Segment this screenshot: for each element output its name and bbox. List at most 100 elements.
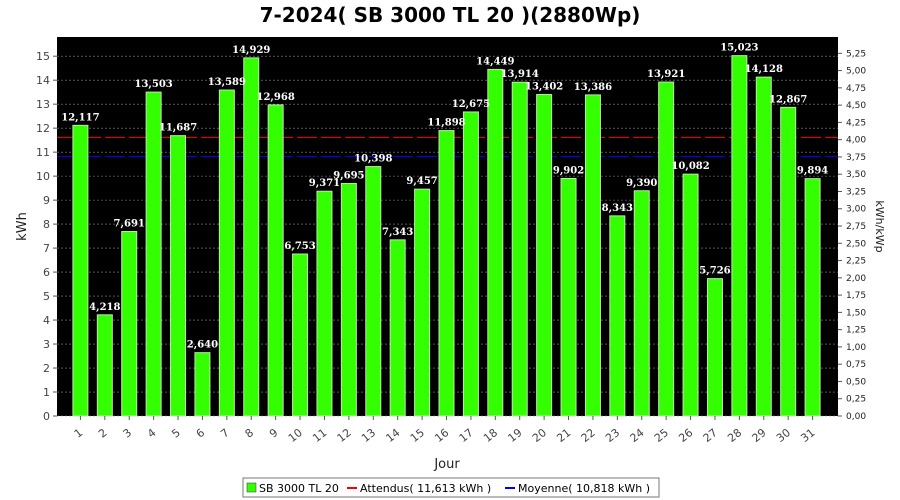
y2-tick-label: 5,25 <box>846 49 866 59</box>
y-tick-label: 14 <box>36 74 50 87</box>
x-tick-label: 29 <box>750 426 769 445</box>
data-label: 13,503 <box>134 79 172 90</box>
data-label: 9,457 <box>406 176 437 187</box>
data-label: 9,894 <box>797 166 828 177</box>
y2-tick-label: 5,00 <box>846 67 866 77</box>
y2-tick-label: 2,75 <box>846 222 866 232</box>
x-tick-label: 10 <box>286 426 305 445</box>
bar <box>780 106 797 417</box>
legend-series: SB 3000 TL 20 <box>259 482 339 495</box>
bar <box>706 278 723 417</box>
y2-tick-label: 4,50 <box>846 101 866 111</box>
x-tick-label: 22 <box>579 426 598 445</box>
data-label: 8,343 <box>602 203 633 214</box>
y-tick-label: 9 <box>43 194 50 207</box>
x-tick-label: 19 <box>506 426 525 445</box>
y2-tick-label: 2,50 <box>846 239 866 249</box>
bar <box>462 111 479 417</box>
bar <box>218 89 235 417</box>
x-axis-label: Jour <box>433 457 460 472</box>
legend: SB 3000 TL 20 Attendus( 11,613 kWh ) Moy… <box>242 477 660 498</box>
bar <box>609 215 626 417</box>
x-tick-label: 21 <box>554 426 573 445</box>
x-tick-label: 14 <box>383 426 402 445</box>
x-tick-label: 28 <box>725 426 744 445</box>
bar <box>804 178 821 417</box>
data-label: 15,023 <box>720 43 758 54</box>
x-tick-label: 11 <box>310 426 329 445</box>
y2-tick-label: 1,75 <box>846 291 866 301</box>
y2-tick-label: 2,25 <box>846 257 866 267</box>
bar <box>511 81 528 417</box>
x-tick-label: 25 <box>652 426 671 445</box>
y2-tick-label: 2,00 <box>846 274 866 284</box>
y-tick-label: 2 <box>43 362 50 375</box>
bars <box>72 55 821 417</box>
y2-tick-label: 0,50 <box>846 377 866 387</box>
x-tick-label: 5 <box>169 426 183 441</box>
x-tick-label: 2 <box>96 426 110 441</box>
legend-expected: Attendus( 11,613 kWh ) <box>360 482 491 495</box>
y-tick-label: 8 <box>43 218 50 231</box>
data-label: 12,867 <box>769 94 807 105</box>
data-label: 14,128 <box>745 64 783 75</box>
y-tick-label: 6 <box>43 266 50 279</box>
data-label: 2,640 <box>187 340 218 351</box>
y2-tick-label: 4,75 <box>846 84 866 94</box>
y-tick-label: 15 <box>36 50 50 63</box>
data-label: 11,687 <box>159 123 197 134</box>
bar <box>414 188 431 417</box>
x-tick-label: 1 <box>72 426 86 441</box>
y-tick-label: 5 <box>43 290 50 303</box>
y2-axis-ticks: 0,00 0,25 0,50 0,75 1,00 1,25 1,50 1,75 2,00 2,25… <box>838 49 866 422</box>
bar <box>365 166 382 417</box>
x-tick-label: 9 <box>267 426 281 441</box>
y2-tick-label: 3,50 <box>846 170 866 180</box>
data-label: 9,695 <box>333 170 364 181</box>
x-tick-label: 15 <box>408 426 427 445</box>
bar <box>340 182 357 417</box>
y-tick-label: 7 <box>43 242 50 255</box>
y2-tick-label: 1,25 <box>846 326 866 336</box>
y2-tick-label: 3,25 <box>846 187 866 197</box>
bar <box>145 91 162 417</box>
x-tick-label: 26 <box>676 426 695 445</box>
data-label: 14,929 <box>232 45 270 56</box>
bar <box>731 55 748 417</box>
bar <box>389 239 406 417</box>
y2-tick-label: 1,00 <box>846 343 866 353</box>
bar <box>658 81 675 417</box>
x-tick-label: 8 <box>243 426 257 441</box>
y2-tick-label: 0,25 <box>846 395 866 405</box>
x-tick-label: 7 <box>218 426 232 441</box>
y-tick-label: 4 <box>43 314 50 327</box>
y-tick-label: 11 <box>36 146 50 159</box>
legend-average: Moyenne( 10,818 kWh ) <box>518 482 650 495</box>
y2-tick-label: 0,75 <box>846 360 866 370</box>
data-label: 6,753 <box>284 241 315 252</box>
y2-axis-label: kWh/kWp <box>873 200 886 252</box>
bar <box>267 104 284 417</box>
x-tick-label: 31 <box>798 426 817 445</box>
data-label: 4,218 <box>89 302 120 313</box>
bar <box>243 57 260 417</box>
y-tick-label: 10 <box>36 170 50 183</box>
x-axis-ticks: 1 2 3 4 5 6 7 8 9 10 11 12 13 14 15 16 17 18 19 20 21 22 23 24 2… <box>72 416 817 445</box>
bar <box>316 190 333 417</box>
data-label: 9,390 <box>626 178 657 189</box>
y-tick-label: 13 <box>36 98 50 111</box>
y2-tick-label: 4,00 <box>846 136 866 146</box>
data-label: 13,589 <box>208 77 246 88</box>
x-tick-label: 13 <box>359 426 378 445</box>
data-label: 7,343 <box>382 227 413 238</box>
bar <box>96 314 113 417</box>
bar <box>438 130 455 417</box>
data-labels: 12,117 4,218 7,691 13,503 11,687 2,640 13,589 1… <box>61 43 828 351</box>
x-tick-label: 17 <box>457 426 476 445</box>
y2-tick-label: 3,00 <box>846 205 866 215</box>
bar <box>170 135 187 417</box>
bar <box>536 94 553 417</box>
bar <box>682 173 699 417</box>
